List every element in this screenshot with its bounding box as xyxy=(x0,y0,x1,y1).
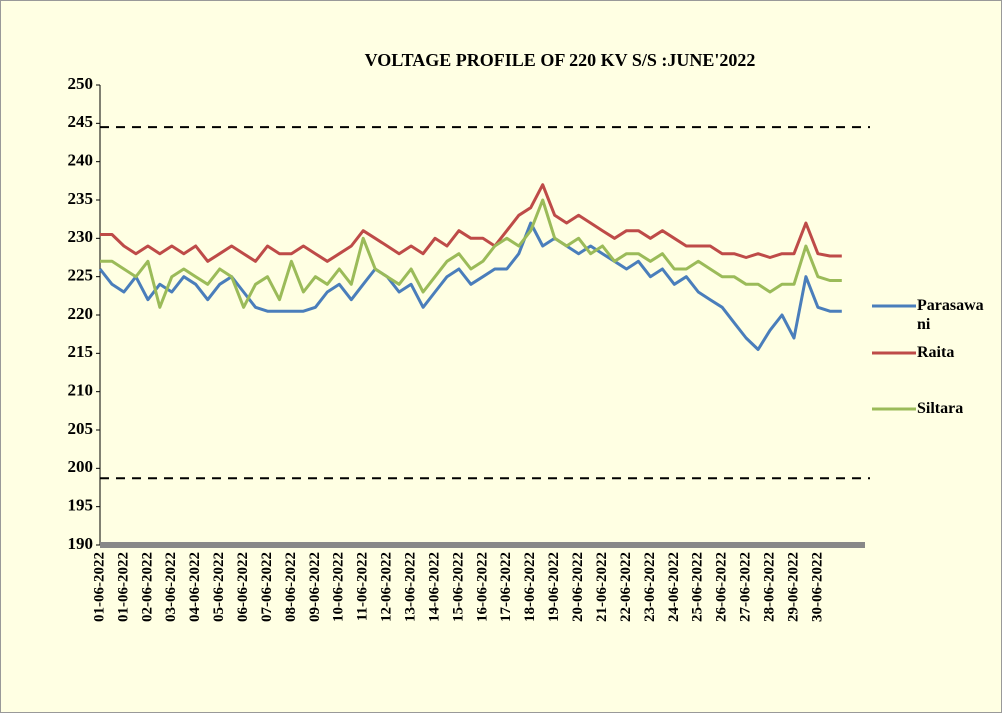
y-tick-label: 215 xyxy=(68,342,94,361)
y-tick-label: 195 xyxy=(68,496,94,515)
y-tick-label: 190 xyxy=(68,534,94,553)
x-axis xyxy=(100,542,865,548)
y-tick-label: 210 xyxy=(68,381,94,400)
x-tick-label: 10-06-2022 xyxy=(331,552,347,622)
y-tick-label: 205 xyxy=(68,419,94,438)
x-tick-label: 11-06-2022 xyxy=(355,552,371,621)
y-tick-label: 235 xyxy=(68,189,94,208)
x-tick-label: 18-06-2022 xyxy=(522,552,538,622)
series-line xyxy=(100,183,842,263)
legend-label: Raita xyxy=(917,344,955,361)
x-tick-label: 24-06-2022 xyxy=(666,552,682,622)
x-tick-label: 26-06-2022 xyxy=(714,552,730,622)
x-tick-label: 28-06-2022 xyxy=(761,552,777,622)
x-tick-label: 06-06-2022 xyxy=(235,552,251,622)
x-tick-label: 13-06-2022 xyxy=(403,552,419,622)
y-tick-label: 250 xyxy=(68,74,94,93)
x-tick-label: 19-06-2022 xyxy=(546,552,562,622)
y-tick-label: 220 xyxy=(68,304,94,323)
x-tick-label: 17-06-2022 xyxy=(498,552,514,622)
y-tick-label: 225 xyxy=(68,266,94,285)
y-tick-label: 200 xyxy=(68,457,94,476)
x-tick-label: 01-06-2022 xyxy=(91,552,107,622)
x-tick-label: 05-06-2022 xyxy=(211,552,227,622)
x-tick-label: 30-06-2022 xyxy=(809,552,825,622)
x-tick-label: 16-06-2022 xyxy=(474,552,490,622)
series-line xyxy=(100,198,842,309)
y-tick-label: 230 xyxy=(68,227,94,246)
y-tick-label: 245 xyxy=(68,112,94,131)
chart-title: VOLTAGE PROFILE OF 220 KV S/S :JUNE'2022 xyxy=(365,50,756,70)
series-line xyxy=(98,221,842,351)
x-tick-label: 03-06-2022 xyxy=(163,552,179,622)
x-tick-label: 04-06-2022 xyxy=(187,552,203,622)
x-tick-label: 02-06-2022 xyxy=(139,552,155,622)
x-tick-label: 23-06-2022 xyxy=(642,552,658,622)
x-tick-label: 21-06-2022 xyxy=(594,552,610,622)
x-tick-label: 01-06-2022 xyxy=(115,552,131,622)
x-tick-label: 09-06-2022 xyxy=(307,552,323,622)
legend-label: Siltara xyxy=(917,400,964,417)
x-tick-label: 25-06-2022 xyxy=(690,552,706,622)
x-tick-label: 22-06-2022 xyxy=(618,552,634,622)
x-tick-label: 20-06-2022 xyxy=(570,552,586,622)
x-tick-label: 08-06-2022 xyxy=(283,552,299,622)
x-tick-label: 29-06-2022 xyxy=(785,552,801,622)
x-tick-label: 12-06-2022 xyxy=(379,552,395,622)
legend-label: Parasawani xyxy=(917,297,984,333)
x-tick-label: 14-06-2022 xyxy=(426,552,442,622)
x-tick-label: 07-06-2022 xyxy=(259,552,275,622)
x-tick-label: 15-06-2022 xyxy=(450,552,466,622)
x-tick-label: 27-06-2022 xyxy=(738,552,754,622)
y-tick-label: 240 xyxy=(68,151,94,170)
